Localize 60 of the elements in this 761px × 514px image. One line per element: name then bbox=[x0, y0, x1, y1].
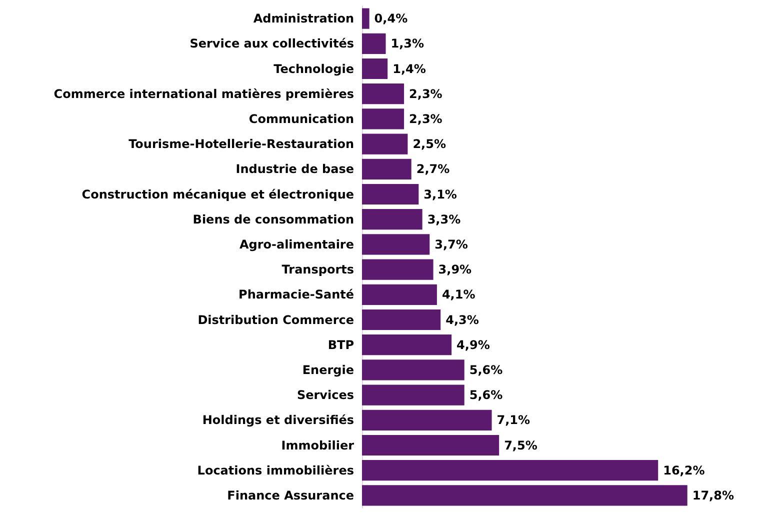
y-tick-label: Service aux collectivités bbox=[190, 36, 354, 51]
bar bbox=[362, 360, 464, 380]
bar bbox=[362, 460, 658, 481]
data-label: 2,3% bbox=[409, 86, 442, 101]
y-tick-label: Tourisme-Hotellerie-Restauration bbox=[128, 137, 354, 152]
y-tick-label: Industrie de base bbox=[236, 162, 354, 176]
bar bbox=[362, 209, 422, 230]
data-label: 2,3% bbox=[409, 112, 442, 126]
y-tick-label: Commerce international matières premières bbox=[54, 86, 354, 101]
data-label: 4,3% bbox=[446, 312, 479, 327]
y-tick-label: BTP bbox=[328, 338, 354, 352]
data-label: 4,1% bbox=[442, 288, 476, 302]
y-tick-label: Agro-alimentaire bbox=[239, 237, 354, 252]
bar bbox=[362, 309, 441, 330]
y-tick-label: Holdings et diversifiés bbox=[202, 413, 354, 428]
bar bbox=[362, 33, 386, 54]
data-label: 2,5% bbox=[412, 137, 446, 152]
y-tick-label: Energie bbox=[302, 362, 354, 377]
y-tick-label: Immobilier bbox=[281, 438, 354, 452]
data-label: 16,2% bbox=[663, 463, 705, 478]
y-tick-label: Biens de consommation bbox=[192, 212, 354, 226]
bar bbox=[362, 184, 419, 205]
y-tick-label: Technologie bbox=[274, 62, 354, 76]
data-label: 3,1% bbox=[424, 187, 457, 202]
data-label: 4,9% bbox=[456, 338, 490, 352]
bar bbox=[362, 259, 434, 280]
y-tick-label: Services bbox=[296, 388, 354, 402]
bar bbox=[362, 58, 388, 80]
bar bbox=[362, 384, 464, 406]
y-tick-label: Construction mécanique et électronique bbox=[82, 187, 354, 202]
data-label: 17,8% bbox=[692, 488, 734, 502]
bar bbox=[362, 410, 492, 430]
data-label: 7,5% bbox=[504, 438, 538, 452]
data-label: 5,6% bbox=[469, 388, 503, 402]
bar bbox=[362, 8, 370, 29]
data-label: 3,7% bbox=[434, 237, 468, 252]
y-tick-label: Finance Assurance bbox=[227, 488, 354, 502]
data-label: 1,4% bbox=[392, 62, 426, 76]
y-tick-label: Distribution Commerce bbox=[198, 312, 354, 327]
y-tick-label: Communication bbox=[248, 112, 354, 126]
data-label: 3,9% bbox=[438, 262, 472, 277]
data-label: 5,6% bbox=[469, 362, 503, 377]
bar bbox=[362, 485, 688, 506]
bar bbox=[362, 134, 408, 154]
y-tick-label: Pharmacie-Santé bbox=[238, 288, 354, 302]
data-label: 3,3% bbox=[427, 212, 461, 226]
y-tick-label: Transports bbox=[282, 262, 354, 277]
data-label: 7,1% bbox=[496, 413, 530, 428]
y-tick-label: Locations immobilières bbox=[197, 463, 354, 478]
y-tick-label: Administration bbox=[253, 12, 354, 26]
data-label: 0,4% bbox=[374, 12, 408, 26]
bar bbox=[362, 84, 404, 104]
bar bbox=[362, 108, 404, 130]
bar bbox=[362, 234, 430, 255]
bar bbox=[362, 434, 500, 456]
bar bbox=[362, 158, 412, 180]
bar bbox=[362, 334, 452, 356]
bar bbox=[362, 284, 437, 305]
data-label: 2,7% bbox=[416, 162, 450, 176]
data-label: 1,3% bbox=[390, 36, 424, 51]
